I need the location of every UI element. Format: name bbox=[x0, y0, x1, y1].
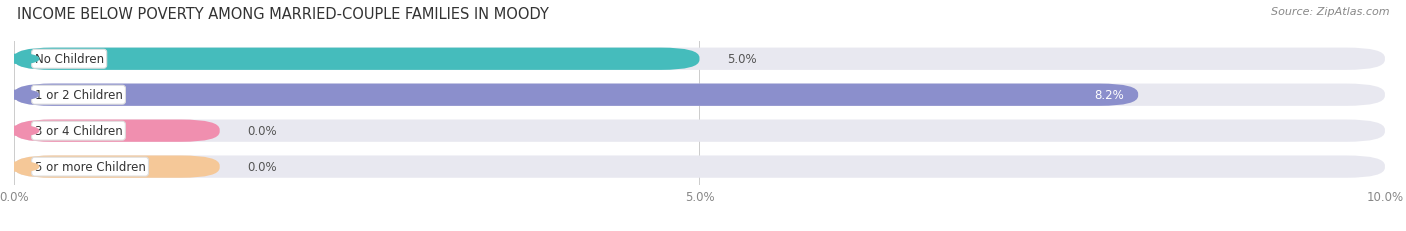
Circle shape bbox=[3, 162, 39, 172]
FancyBboxPatch shape bbox=[14, 84, 1385, 106]
Circle shape bbox=[3, 55, 39, 64]
Text: 5 or more Children: 5 or more Children bbox=[35, 160, 145, 173]
Text: 8.2%: 8.2% bbox=[1095, 89, 1125, 102]
Circle shape bbox=[3, 91, 39, 100]
Text: Source: ZipAtlas.com: Source: ZipAtlas.com bbox=[1271, 7, 1389, 17]
Text: No Children: No Children bbox=[35, 53, 104, 66]
FancyBboxPatch shape bbox=[14, 48, 700, 71]
Text: 0.0%: 0.0% bbox=[247, 160, 277, 173]
FancyBboxPatch shape bbox=[14, 156, 1385, 178]
FancyBboxPatch shape bbox=[14, 120, 1385, 142]
Text: 5.0%: 5.0% bbox=[727, 53, 756, 66]
FancyBboxPatch shape bbox=[14, 84, 1139, 106]
Text: 3 or 4 Children: 3 or 4 Children bbox=[35, 125, 122, 138]
FancyBboxPatch shape bbox=[14, 48, 1385, 71]
Text: 1 or 2 Children: 1 or 2 Children bbox=[35, 89, 122, 102]
Circle shape bbox=[3, 126, 39, 136]
Text: INCOME BELOW POVERTY AMONG MARRIED-COUPLE FAMILIES IN MOODY: INCOME BELOW POVERTY AMONG MARRIED-COUPL… bbox=[17, 7, 548, 22]
FancyBboxPatch shape bbox=[14, 156, 219, 178]
Text: 0.0%: 0.0% bbox=[247, 125, 277, 138]
FancyBboxPatch shape bbox=[14, 120, 219, 142]
